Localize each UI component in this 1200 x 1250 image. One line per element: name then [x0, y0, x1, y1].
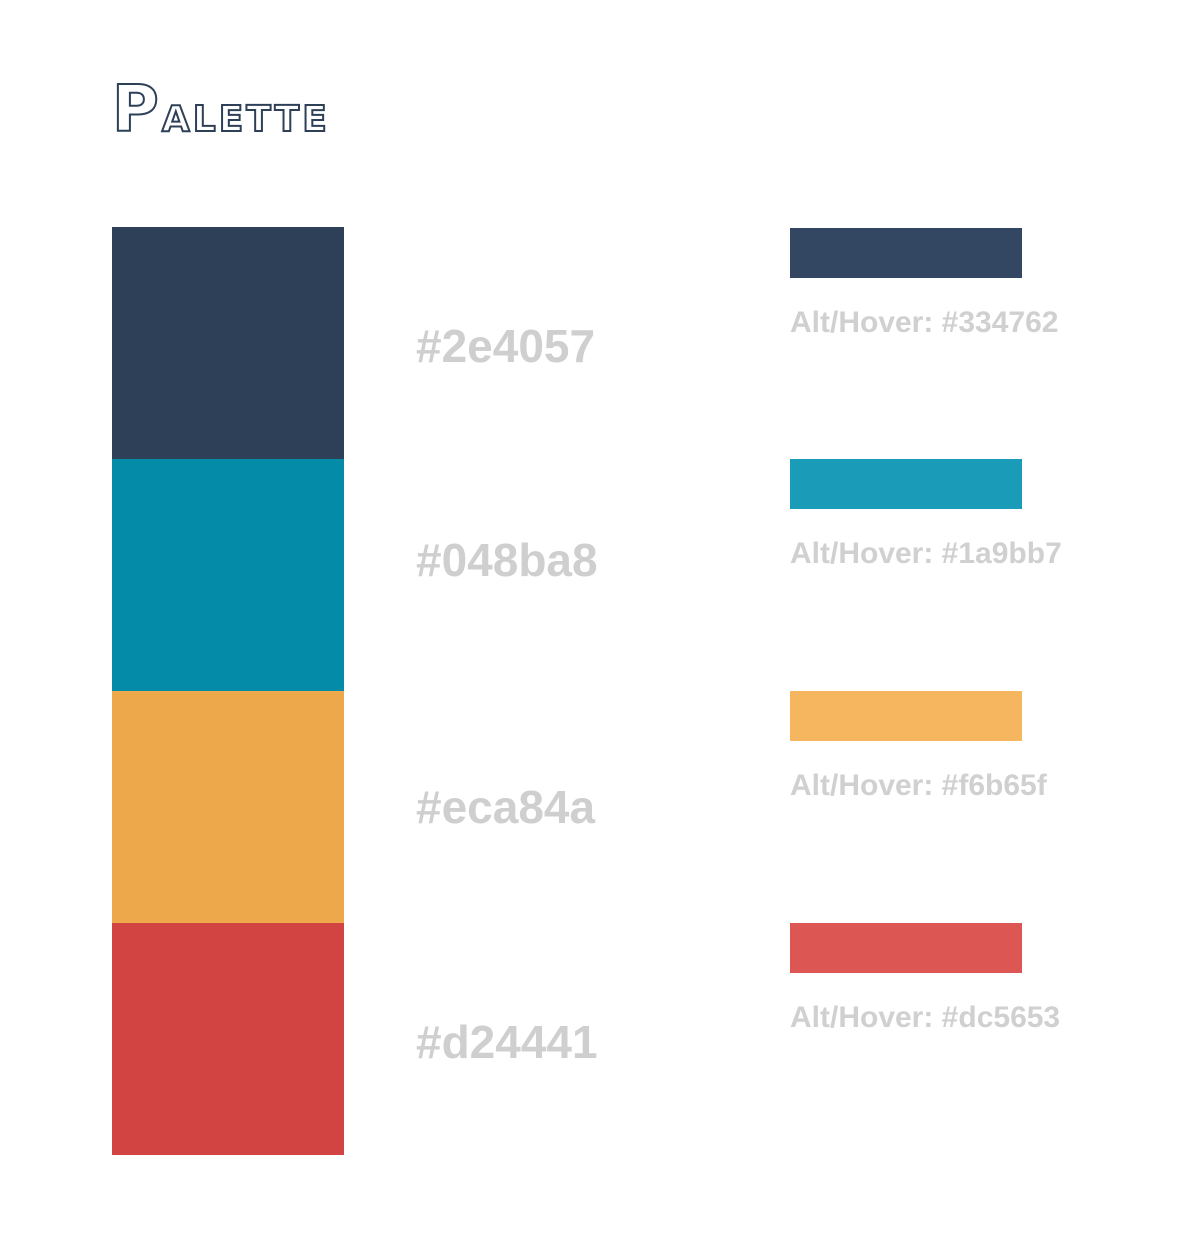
- alt-swatch-orange: [790, 691, 1022, 741]
- color-row-3: #eca84a Alt/Hover: #f6b65f: [0, 691, 1200, 923]
- color-row-4: #d24441 Alt/Hover: #dc5653: [0, 923, 1200, 1155]
- alt-hover-label: Alt/Hover: #dc5653: [790, 1001, 1061, 1034]
- main-hex-label: #048ba8: [416, 534, 598, 586]
- alt-swatch-teal: [790, 459, 1022, 509]
- title-rest: alette: [161, 84, 330, 144]
- color-row-1: #2e4057 Alt/Hover: #334762: [0, 227, 1200, 459]
- alt-swatch-red: [790, 923, 1022, 973]
- main-hex-label: #d24441: [416, 1016, 598, 1068]
- main-swatch-red: [112, 923, 344, 1155]
- palette-title: Palette: [111, 77, 330, 144]
- alt-hover-label: Alt/Hover: #1a9bb7: [790, 537, 1062, 570]
- alt-swatch-navy: [790, 228, 1022, 278]
- color-row-2: #048ba8 Alt/Hover: #1a9bb7: [0, 459, 1200, 691]
- main-swatch-teal: [112, 459, 344, 691]
- main-hex-label: #2e4057: [416, 320, 596, 372]
- alt-hover-label: Alt/Hover: #334762: [790, 306, 1059, 339]
- title-first-letter: P: [111, 73, 162, 147]
- alt-hover-label: Alt/Hover: #f6b65f: [790, 769, 1047, 802]
- main-swatch-orange: [112, 691, 344, 923]
- page-title: Palette: [111, 72, 330, 144]
- main-swatch-navy: [112, 227, 344, 459]
- main-hex-label: #eca84a: [416, 781, 596, 833]
